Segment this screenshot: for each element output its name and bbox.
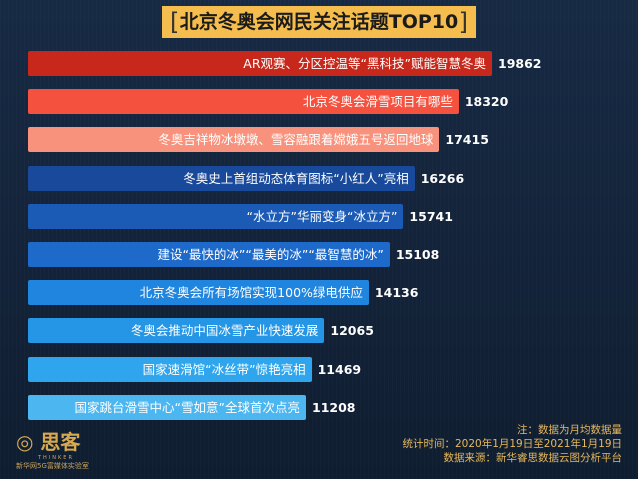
data-label: 14136 [374, 285, 419, 301]
bar: 冬奥吉祥物冰墩墩、雪容融跟着嫦娥五号返回地球 [28, 127, 440, 153]
bar: “水立方”华丽变身“冰立方” [28, 203, 404, 229]
data-label: 19862 [498, 56, 542, 71]
note-text: 注：数据为月均数据量 [517, 424, 622, 436]
data-label: 11208 [312, 399, 356, 415]
source-text: 数据来源：新华睿思数据云图分析平台 [443, 452, 623, 464]
data-label: 11469 [317, 361, 362, 377]
logo-en: THINKER [38, 455, 74, 461]
bar: 冬奥会推动中国冰雪产业快速发展 [28, 318, 325, 344]
bracket-right: ] [458, 8, 468, 36]
bracket-left: [ [170, 8, 180, 36]
data-label: 12065 [330, 323, 374, 339]
title-text: 北京冬奥会网民关注话题TOP10 [179, 11, 459, 33]
logo: ◎ 思客 THINKER 新华网5G富媒体实验室 [16, 426, 96, 471]
period-text: 统计时间：2020年1月19日至2021年1月19日 [402, 438, 622, 450]
data-label: 15108 [395, 247, 440, 262]
bar: 冬奥史上首组动态体育图标“小红人”亮相 [28, 165, 415, 191]
data-label: 16266 [420, 170, 465, 186]
bar: 国家跳台滑雪中心“雪如意”全球首次点亮 [28, 394, 306, 420]
logo-sub: 新华网5G富媒体实验室 [16, 462, 89, 470]
bar: 北京冬奥会所有场馆实现100%绿电供应 [28, 280, 369, 306]
data-label: 15741 [409, 208, 453, 224]
logo-mark: ◎ 思客 [16, 430, 81, 454]
data-label: 18320 [464, 94, 509, 110]
chart-title: [ 北京冬奥会网民关注话题TOP10 ] [162, 6, 476, 38]
data-label: 17415 [445, 132, 489, 148]
notes: 注：数据为月均数据量 统计时间：2020年1月19日至2021年1月19日 数据… [402, 423, 622, 465]
bar: AR观赛、分区控温等“黑科技”赋能智慧冬奥 [28, 51, 492, 76]
bar: 北京冬奥会滑雪项目有哪些 [28, 89, 459, 115]
bar: 国家速滑馆“冰丝带”惊艳亮相 [28, 356, 312, 382]
bar: 建设“最快的冰”“最美的冰”“最智慧的冰” [28, 242, 390, 267]
